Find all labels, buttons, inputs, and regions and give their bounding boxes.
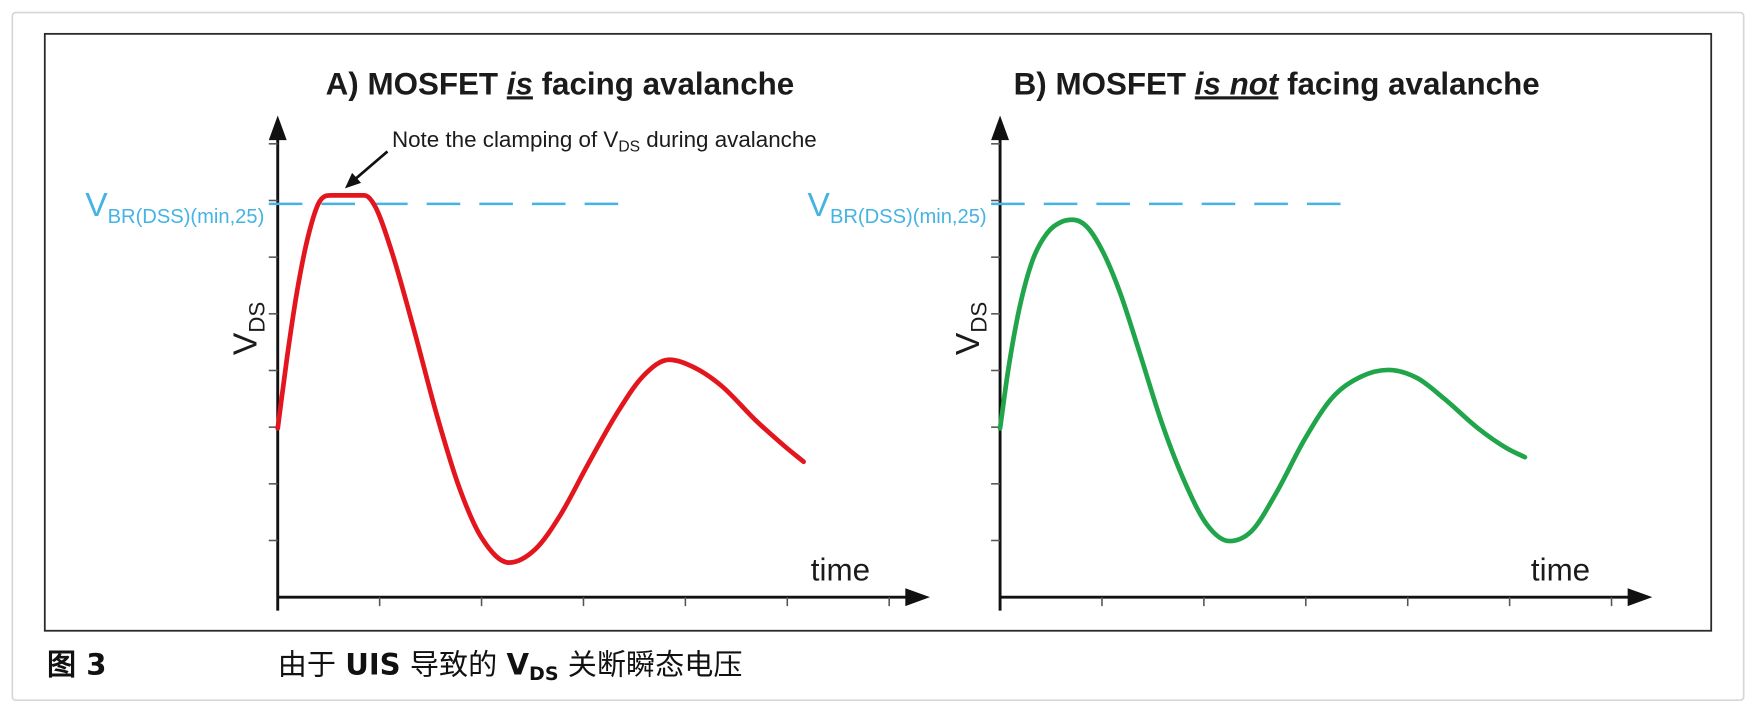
x-axis-label: time bbox=[811, 552, 870, 587]
caption-part: 导致的 bbox=[401, 647, 507, 681]
y-label-subscript: DS bbox=[244, 302, 269, 333]
annotation-arrowhead bbox=[344, 172, 362, 189]
chart-title: A) MOSFET is facing avalanche bbox=[326, 66, 795, 101]
page-frame bbox=[11, 11, 1745, 702]
vds-waveform-line bbox=[997, 217, 1528, 544]
title-emphasis: is not bbox=[1195, 66, 1280, 101]
caption-uis: UIS bbox=[345, 647, 400, 681]
vbr-reference-label: VBR(DSS)(min,25) bbox=[808, 187, 987, 228]
annotation-subscript: DS bbox=[618, 138, 640, 155]
title-prefix: A) MOSFET bbox=[326, 66, 507, 101]
vbr-reference-label: VBR(DSS)(min,25) bbox=[85, 187, 264, 228]
x-axis-arrowhead bbox=[905, 588, 930, 607]
caption-part: 由于 bbox=[278, 647, 345, 681]
vbr-label-subscript: BR(DSS)(min,25) bbox=[108, 206, 265, 228]
x-axis-label: time bbox=[1531, 552, 1590, 587]
annotation-post: during avalanche bbox=[640, 127, 817, 152]
title-prefix: B) MOSFET bbox=[1014, 66, 1195, 101]
caption-v: V bbox=[507, 647, 530, 681]
axis-ticks bbox=[991, 143, 1613, 607]
title-emphasis: is bbox=[507, 66, 533, 101]
x-axis-arrowhead bbox=[1627, 588, 1653, 607]
chart-title: B) MOSFET is not facing avalanche bbox=[1014, 66, 1540, 101]
axis-ticks bbox=[268, 143, 890, 607]
caption-part: 关断瞬态电压 bbox=[559, 647, 743, 681]
y-axis-label: VDS bbox=[950, 302, 992, 356]
y-axis-arrowhead bbox=[268, 115, 287, 141]
figure-number-label: 图 3 bbox=[47, 647, 107, 681]
caption-ds-subscript: DS bbox=[529, 663, 558, 685]
chart-b: B) MOSFET is not facing avalanche VBR(DS… bbox=[808, 66, 1653, 611]
vbr-label-subscript: BR(DSS)(min,25) bbox=[830, 206, 987, 228]
annotation-text: Note the clamping of VDS during avalanch… bbox=[392, 127, 817, 155]
chart-a: A) MOSFET is facing avalanche VBR(DSS)(m… bbox=[85, 66, 930, 611]
figure-number: 图 3 bbox=[47, 647, 107, 681]
y-label-main: V bbox=[950, 332, 987, 355]
y-label-subscript: DS bbox=[967, 302, 992, 333]
figure-caption: 由于 UIS 导致的 VDS 关断瞬态电压 bbox=[278, 647, 743, 685]
title-suffix: facing avalanche bbox=[533, 66, 794, 101]
vds-waveform-line bbox=[275, 193, 806, 565]
vbr-label-main: V bbox=[85, 187, 108, 224]
y-axis-arrowhead bbox=[991, 115, 1010, 141]
annotation-arrow-line bbox=[355, 150, 389, 180]
figure-border bbox=[43, 32, 1713, 632]
title-suffix: facing avalanche bbox=[1278, 66, 1539, 101]
y-axis-label: VDS bbox=[227, 302, 269, 356]
y-label-main: V bbox=[227, 332, 264, 355]
vbr-label-main: V bbox=[808, 187, 831, 224]
annotation-pre: Note the clamping of V bbox=[392, 127, 618, 152]
